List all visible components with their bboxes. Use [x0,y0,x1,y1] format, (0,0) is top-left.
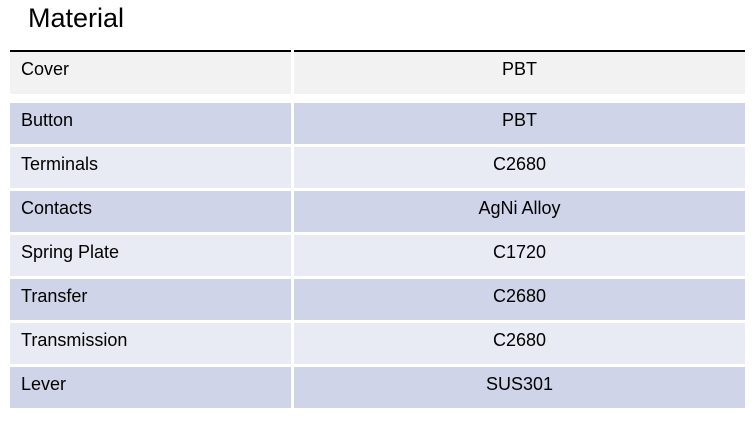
row-value: PBT [294,103,745,144]
table-row-button: Button PBT [10,103,745,144]
row-label: Lever [10,367,291,408]
row-value: SUS301 [294,367,745,408]
row-value: C1720 [294,235,745,276]
row-label: Contacts [10,191,291,232]
table-row-spring-plate: Spring Plate C1720 [10,235,745,276]
row-value: C2680 [294,279,745,320]
row-label: Transmission [10,323,291,364]
row-value: PBT [294,50,745,94]
table-row-contacts: Contacts AgNi Alloy [10,191,745,232]
row-value: C2680 [294,147,745,188]
row-value: C2680 [294,323,745,364]
row-label: Terminals [10,147,291,188]
table-row-lever: Lever SUS301 [10,367,745,408]
page-title: Material [28,3,125,33]
row-label: Spring Plate [10,235,291,276]
table-row-terminals: Terminals C2680 [10,147,745,188]
material-table: Cover PBT Button PBT Terminals C2680 Con… [10,50,745,408]
table-row-transmission: Transmission C2680 [10,323,745,364]
row-label: Transfer [10,279,291,320]
row-value: AgNi Alloy [294,191,745,232]
table-row-cover: Cover PBT [10,50,745,94]
row-label: Cover [10,50,291,94]
table-row-transfer: Transfer C2680 [10,279,745,320]
row-label: Button [10,103,291,144]
